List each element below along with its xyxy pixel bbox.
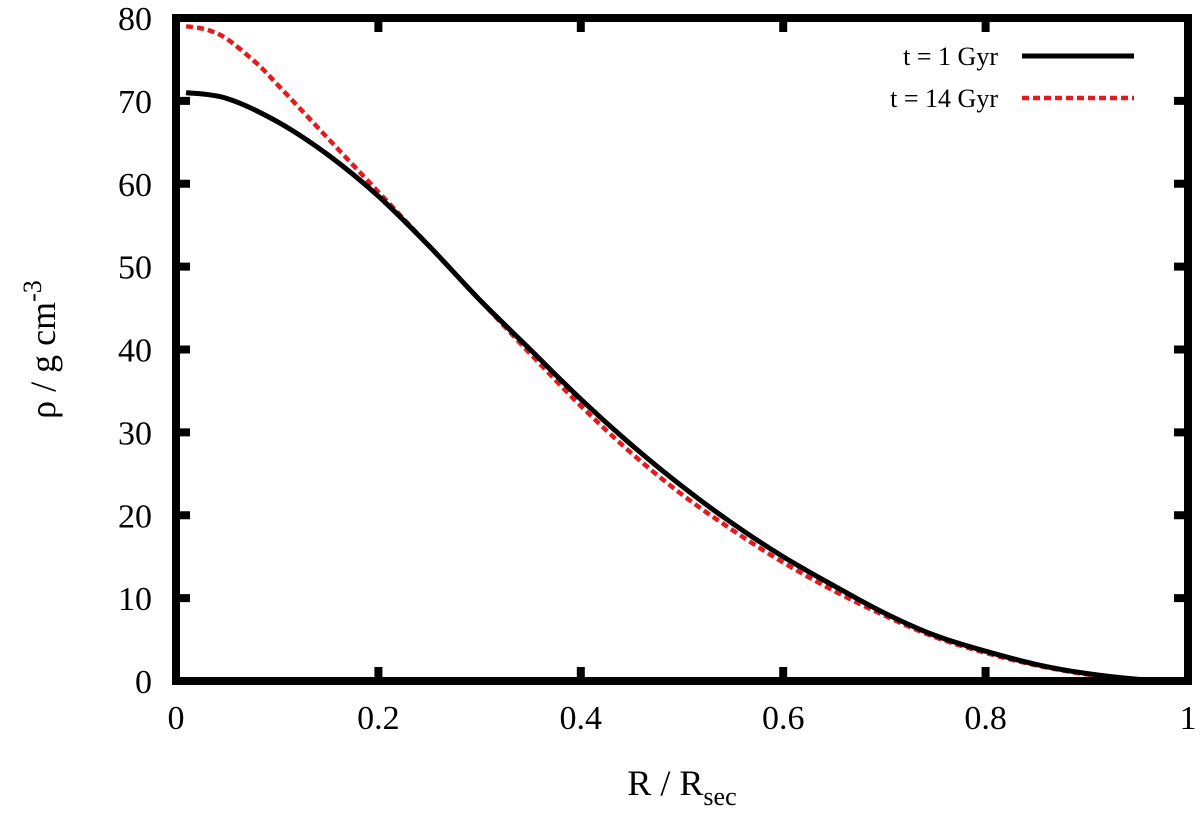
legend-label: t = 14 Gyr [890,84,998,113]
x-axis-title-main: R / R [627,763,703,803]
y-tick-label: 40 [118,333,152,370]
x-axis-title: R / Rsec [627,763,736,811]
y-tick-label: 80 [118,1,152,38]
y-tick-label: 10 [118,581,152,618]
y-tick-label: 20 [118,498,152,535]
y-tick-label: 50 [118,250,152,287]
x-axis-title-sub: sec [703,782,736,811]
x-tick-label: 0.6 [762,700,805,737]
y-tick-label: 70 [118,84,152,121]
y-axis-ticks: 0 10 20 30 40 50 60 70 80 [118,1,1188,701]
series-line-t1gyr [185,90,1168,684]
series-layer [185,24,1168,684]
plot-frame [172,14,1192,685]
legend-label: t = 1 Gyr [903,42,998,71]
y-axis-title-main: ρ / g cm [23,302,63,419]
x-tick-label: 0.4 [560,700,603,737]
y-tick-label: 30 [118,415,152,452]
legend: t = 1 Gyr t = 14 Gyr [890,42,1134,113]
x-tick-label: 0 [168,700,185,737]
y-tick-label: 60 [118,167,152,204]
x-tick-label: 0.8 [964,700,1007,737]
y-tick-label: 0 [135,664,152,701]
x-axis-ticks: 0 0.2 0.4 0.6 0.8 1 [168,18,1197,737]
y-axis-title-sup: -3 [18,280,47,302]
y-axis-title: ρ / g cm-3 [18,280,63,419]
x-tick-label: 1 [1180,700,1197,737]
series-line-t14gyr [185,24,1168,684]
x-tick-label: 0.2 [357,700,400,737]
